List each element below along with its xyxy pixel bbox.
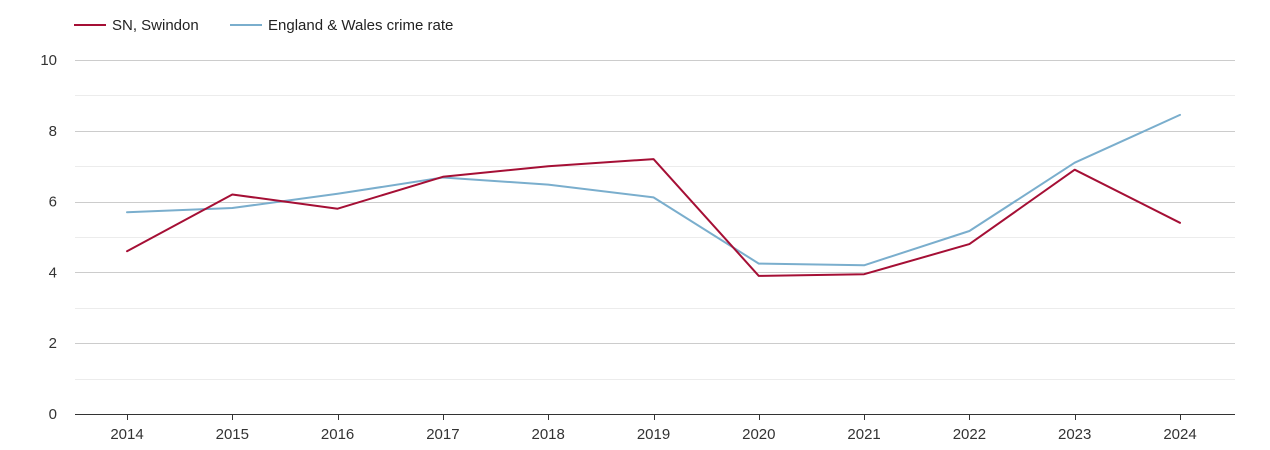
x-axis: 2014 2015 2016 2017 2018 2019 2020 2021 2022 2023… (75, 414, 1235, 443)
y-axis: 0 2 4 6 8 10 (40, 52, 57, 423)
point-sn-swindon-2014[interactable] (123, 247, 131, 255)
point-england-wales-crime-rate-2022[interactable] (965, 227, 973, 235)
x-tick-label-2020: 2020 (742, 426, 775, 443)
y-tick-label-2: 2 (49, 335, 57, 352)
point-england-wales-crime-rate-2014[interactable] (123, 208, 131, 216)
legend-item-swindon[interactable]: SN, Swindon (74, 17, 199, 34)
x-tick-label-2019: 2019 (637, 426, 670, 443)
x-tick-label-2014: 2014 (110, 426, 143, 443)
point-england-wales-crime-rate-2019[interactable] (650, 193, 658, 201)
point-sn-swindon-2016[interactable] (334, 205, 342, 213)
x-tick-label-2021: 2021 (847, 426, 880, 443)
x-tick-label-2017: 2017 (426, 426, 459, 443)
point-england-wales-crime-rate-2024[interactable] (1176, 111, 1184, 119)
point-sn-swindon-2022[interactable] (965, 240, 973, 248)
point-england-wales-crime-rate-2017[interactable] (439, 174, 447, 182)
y-tick-label-4: 4 (49, 264, 57, 281)
point-england-wales-crime-rate-2020[interactable] (755, 260, 763, 268)
x-tick-label-2024: 2024 (1163, 426, 1196, 443)
x-tick-label-2016: 2016 (321, 426, 354, 443)
series-layer (123, 111, 1184, 280)
x-tick-label-2023: 2023 (1058, 426, 1091, 443)
point-sn-swindon-2019[interactable] (650, 155, 658, 163)
point-england-wales-crime-rate-2018[interactable] (544, 181, 552, 189)
legend-label-england-wales: England & Wales crime rate (268, 17, 453, 34)
point-sn-swindon-2015[interactable] (228, 191, 236, 199)
point-sn-swindon-2024[interactable] (1176, 219, 1184, 227)
x-tick-label-2015: 2015 (216, 426, 249, 443)
point-sn-swindon-2023[interactable] (1071, 166, 1079, 174)
legend-item-england-wales[interactable]: England & Wales crime rate (230, 17, 453, 34)
point-sn-swindon-2020[interactable] (755, 272, 763, 280)
x-tick-label-2018: 2018 (532, 426, 565, 443)
point-england-wales-crime-rate-2015[interactable] (228, 204, 236, 212)
series-line-england-wales-crime-rate[interactable] (126, 113, 1181, 267)
point-england-wales-crime-rate-2023[interactable] (1071, 159, 1079, 167)
y-tick-label-0: 0 (49, 406, 57, 423)
point-england-wales-crime-rate-2016[interactable] (334, 190, 342, 198)
point-england-wales-crime-rate-2021[interactable] (860, 261, 868, 269)
y-tick-label-8: 8 (49, 123, 57, 140)
point-sn-swindon-2021[interactable] (860, 270, 868, 278)
point-sn-swindon-2018[interactable] (544, 162, 552, 170)
y-tick-label-10: 10 (40, 52, 57, 69)
legend: SN, Swindon England & Wales crime rate (74, 17, 453, 34)
x-tick-label-2022: 2022 (953, 426, 986, 443)
legend-label-swindon: SN, Swindon (112, 17, 199, 34)
y-tick-label-6: 6 (49, 194, 57, 211)
gridlines (75, 60, 1235, 380)
series-line-sn-swindon[interactable] (126, 158, 1181, 277)
